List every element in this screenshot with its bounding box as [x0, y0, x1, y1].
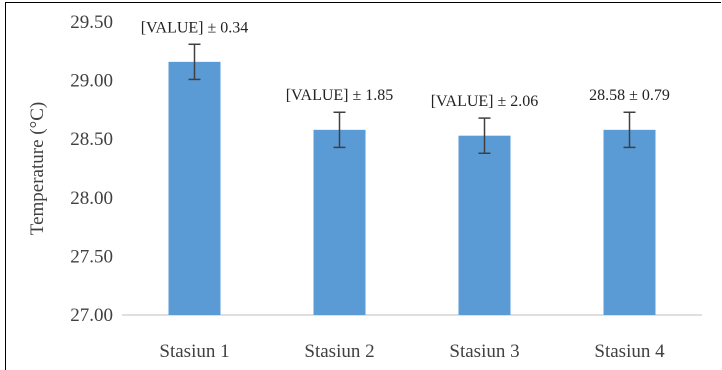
y-tick-label: 29.50: [70, 12, 113, 33]
y-tick-label: 27.50: [70, 246, 113, 267]
y-tick-label: 27.00: [70, 305, 113, 326]
data-label: [VALUE] ± 2.06: [431, 93, 539, 110]
y-tick-label: 28.00: [70, 188, 113, 209]
x-category-label: Stasiun 3: [449, 341, 519, 362]
bar[interactable]: [168, 61, 221, 316]
y-axis-title: Temperature (°C): [27, 102, 48, 235]
x-category-label: Stasiun 4: [594, 341, 665, 362]
data-label: [VALUE] ± 0.34: [141, 19, 249, 36]
y-tick-label: 29.00: [70, 71, 113, 92]
bar[interactable]: [313, 129, 366, 315]
data-label: [VALUE] ± 1.85: [286, 87, 394, 104]
y-tick-label: 28.50: [70, 129, 113, 150]
data-label: 28.58 ± 0.79: [589, 87, 670, 104]
bar[interactable]: [458, 135, 511, 315]
x-category-label: Stasiun 2: [304, 341, 374, 362]
bar[interactable]: [603, 129, 656, 315]
x-category-label: Stasiun 1: [159, 341, 229, 362]
